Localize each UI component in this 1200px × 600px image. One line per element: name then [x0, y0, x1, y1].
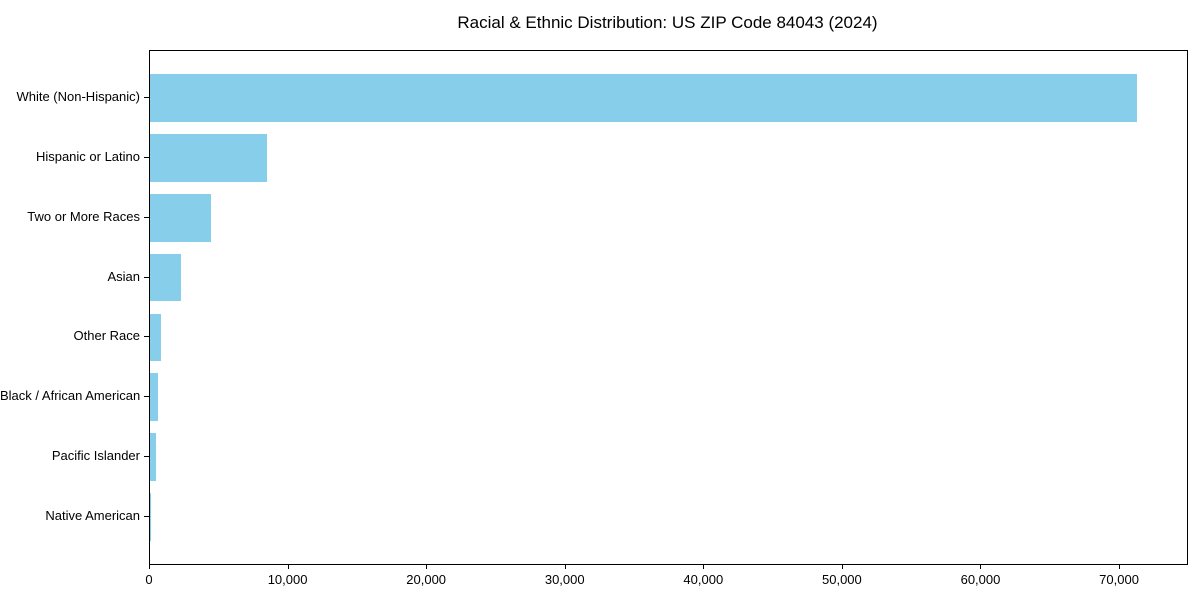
bar: [150, 313, 162, 362]
x-tick-label: 10,000: [267, 572, 308, 587]
bar: [150, 373, 159, 422]
x-tick-label: 50,000: [822, 572, 862, 587]
y-tick-mark: [144, 97, 149, 99]
y-tick-mark: [144, 216, 149, 218]
y-tick-mark: [144, 336, 149, 338]
y-tick-label: Other Race: [73, 328, 140, 344]
x-tick-label: 20,000: [406, 572, 447, 587]
x-tick-mark: [287, 564, 289, 569]
x-tick-mark: [841, 564, 843, 569]
y-tick-mark: [144, 276, 149, 278]
bar: [150, 134, 268, 182]
y-tick-mark: [144, 396, 149, 398]
x-tick-label: 0: [145, 572, 153, 587]
bar: [150, 253, 181, 302]
y-tick-label: Hispanic or Latino: [35, 149, 140, 164]
y-tick-label: Asian: [107, 268, 140, 284]
x-tick-mark: [149, 564, 150, 569]
x-tick-label: 60,000: [960, 572, 1001, 587]
chart-title: Racial & Ethnic Distribution: US ZIP Cod…: [457, 13, 878, 32]
bar: [150, 74, 1138, 123]
y-tick-mark: [144, 515, 149, 517]
x-tick-mark: [703, 564, 705, 569]
y-tick-mark: [144, 456, 149, 457]
y-tick-label: Two or More Races: [27, 208, 140, 224]
plot-area: [149, 50, 1188, 565]
x-tick-mark: [1119, 564, 1121, 569]
x-tick-mark: [426, 564, 428, 569]
bar: [150, 492, 152, 541]
y-tick-label: Black / African American: [0, 388, 141, 404]
x-tick-mark: [980, 564, 982, 569]
x-tick-label: 70,000: [1099, 572, 1139, 587]
x-tick-label: 30,000: [544, 572, 585, 587]
y-tick-mark: [144, 157, 149, 158]
bar: [150, 433, 156, 481]
x-tick-label: 40,000: [683, 572, 724, 587]
y-tick-label: Native American: [45, 507, 140, 523]
y-tick-label: Pacific Islander: [51, 448, 140, 463]
x-tick-mark: [564, 564, 566, 569]
y-tick-label: White (Non-Hispanic): [16, 89, 140, 105]
bar: [150, 193, 212, 242]
